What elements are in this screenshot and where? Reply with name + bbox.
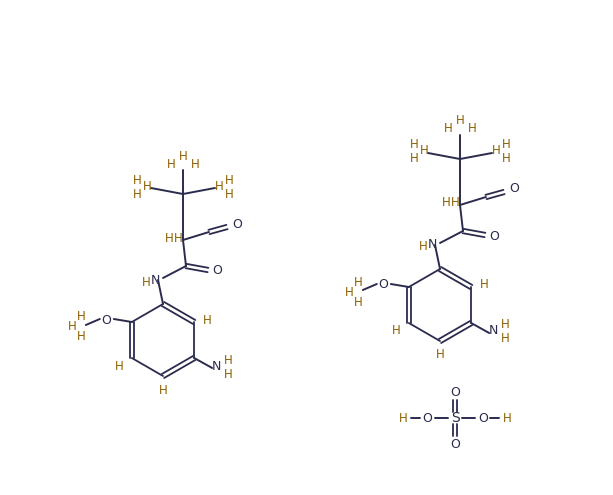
Text: H: H xyxy=(167,157,175,170)
Text: H: H xyxy=(436,348,444,361)
Text: H: H xyxy=(409,139,419,151)
Text: H: H xyxy=(77,310,85,324)
Text: H: H xyxy=(441,197,451,209)
Text: H: H xyxy=(67,320,76,334)
Text: N: N xyxy=(489,325,498,338)
Text: H: H xyxy=(173,232,183,245)
Text: H: H xyxy=(142,276,150,289)
Text: O: O xyxy=(212,264,222,278)
Text: H: H xyxy=(492,145,500,157)
Text: O: O xyxy=(101,313,111,327)
Text: H: H xyxy=(354,276,362,289)
Text: H: H xyxy=(455,114,465,128)
Text: H: H xyxy=(159,384,167,396)
Text: H: H xyxy=(224,353,232,366)
Text: O: O xyxy=(422,411,432,425)
Text: O: O xyxy=(450,438,460,450)
Text: H: H xyxy=(501,139,511,151)
Text: H: H xyxy=(215,180,223,193)
Text: H: H xyxy=(398,411,408,425)
Text: H: H xyxy=(191,157,199,170)
Text: H: H xyxy=(501,152,511,165)
Text: H: H xyxy=(224,174,234,187)
Text: N: N xyxy=(211,359,221,373)
Text: H: H xyxy=(178,149,188,162)
Text: H: H xyxy=(165,232,173,245)
Text: H: H xyxy=(419,241,427,253)
Text: H: H xyxy=(132,188,142,200)
Text: S: S xyxy=(451,411,459,425)
Text: H: H xyxy=(132,174,142,187)
Text: O: O xyxy=(232,217,242,231)
Text: H: H xyxy=(409,152,419,165)
Text: H: H xyxy=(115,359,123,373)
Text: H: H xyxy=(444,122,452,136)
Text: H: H xyxy=(392,325,400,338)
Text: H: H xyxy=(224,188,234,200)
Text: H: H xyxy=(480,279,489,292)
Text: N: N xyxy=(427,239,436,251)
Text: O: O xyxy=(489,230,499,243)
Text: H: H xyxy=(468,122,476,136)
Text: H: H xyxy=(203,313,211,327)
Text: H: H xyxy=(143,180,151,193)
Text: H: H xyxy=(420,145,428,157)
Text: H: H xyxy=(503,411,511,425)
Text: H: H xyxy=(451,197,459,209)
Text: N: N xyxy=(150,274,160,287)
Text: O: O xyxy=(378,279,388,292)
Text: H: H xyxy=(77,331,85,344)
Text: H: H xyxy=(224,367,232,381)
Text: H: H xyxy=(354,296,362,308)
Text: O: O xyxy=(509,183,519,196)
Text: H: H xyxy=(501,318,509,332)
Text: O: O xyxy=(450,386,460,398)
Text: O: O xyxy=(478,411,488,425)
Text: H: H xyxy=(345,286,353,298)
Text: H: H xyxy=(501,333,509,346)
